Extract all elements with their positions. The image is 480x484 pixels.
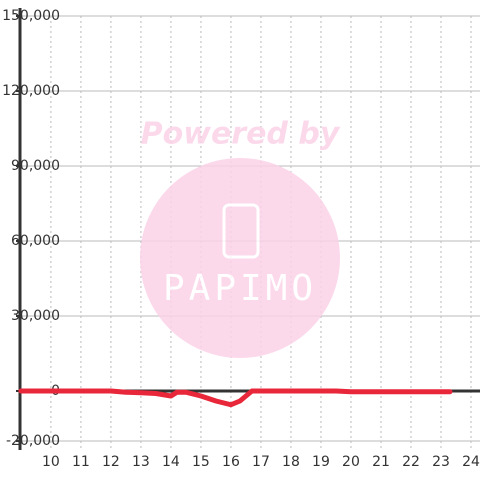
x-tick-label: 17 [252,454,270,470]
y-tick-label: 150,000 [2,8,60,24]
x-tick-label: 11 [72,454,90,470]
y-tick-label: 90,000 [11,158,60,174]
watermark-text: Powered by [141,117,341,152]
x-tick-label: 18 [282,454,300,470]
x-tick-label: 23 [432,454,450,470]
x-tick-label: 16 [222,454,240,470]
x-tick-label: 15 [192,454,210,470]
x-tick-label: 21 [372,454,390,470]
y-tick-label: 30,000 [11,308,60,324]
y-tick-label: 60,000 [11,233,60,249]
watermark-phone [222,203,260,259]
x-tick-label: 24 [462,454,480,470]
x-tick-label: 22 [402,454,420,470]
y-tick-label: -20,000 [6,433,60,449]
y-tick-label: 120,000 [2,83,60,99]
x-tick-label: 20 [342,454,360,470]
x-tick-label: 12 [102,454,120,470]
x-tick-label: 19 [312,454,330,470]
x-tick-label: 10 [42,454,60,470]
x-tick-label: 14 [162,454,180,470]
data-line [18,388,453,408]
watermark: Powered by PAPIMO [140,117,341,358]
watermark-logo: PAPIMO [163,268,317,309]
x-tick-label: 13 [132,454,150,470]
